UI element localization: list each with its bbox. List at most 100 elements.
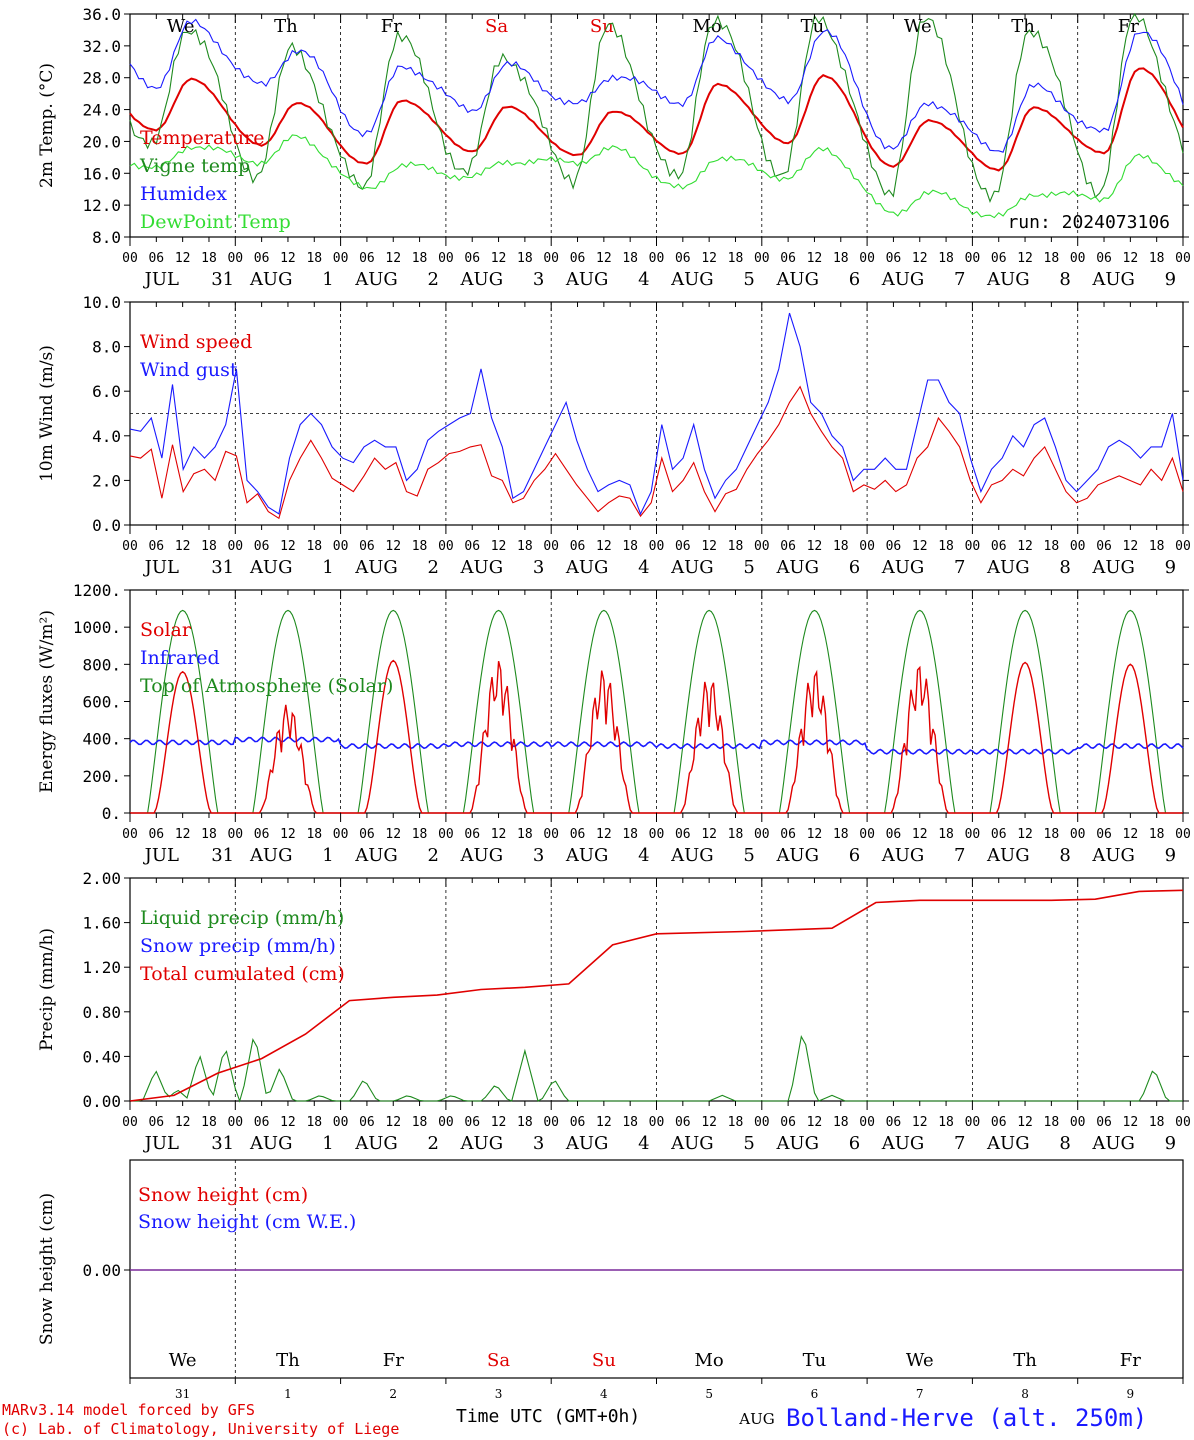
hour-tick-label: 00 bbox=[333, 827, 349, 842]
hour-tick-label: 12 bbox=[701, 827, 717, 842]
date-label-month: AUG bbox=[565, 845, 609, 866]
legend-humidex: Humidex bbox=[140, 183, 227, 205]
hour-tick-label: 12 bbox=[280, 251, 296, 266]
hour-tick-label: 06 bbox=[1096, 539, 1112, 554]
date-label-month: AUG bbox=[775, 269, 819, 290]
hour-tick-label: 00 bbox=[649, 1115, 665, 1130]
legend-vigne-temp: Vigne temp bbox=[139, 155, 250, 177]
legend-snow-precip-mm-h-: Snow precip (mm/h) bbox=[140, 935, 336, 957]
y-tick-label: 12.0 bbox=[82, 196, 121, 215]
series-wind-gust bbox=[129, 312, 1184, 516]
date-label-month: JUL bbox=[143, 557, 179, 578]
date-label-day: 3 bbox=[533, 269, 544, 290]
hour-tick-label: 12 bbox=[596, 251, 612, 266]
date-label-day: 31 bbox=[211, 269, 234, 290]
date-label-month: AUG bbox=[670, 557, 714, 578]
hour-tick-label: 18 bbox=[306, 1115, 322, 1130]
date-label-day: 3 bbox=[533, 1133, 544, 1154]
date-label-month: AUG bbox=[1091, 557, 1135, 578]
date-label-day: 6 bbox=[849, 557, 860, 578]
hour-tick-label: 00 bbox=[543, 1115, 559, 1130]
hour-tick-label: 12 bbox=[596, 1115, 612, 1130]
hour-tick-label: 12 bbox=[1017, 1115, 1033, 1130]
hour-tick-label: 12 bbox=[1123, 1115, 1139, 1130]
hour-tick-label: 18 bbox=[517, 1115, 533, 1130]
day-number-label: 1 bbox=[284, 1387, 292, 1401]
day-number-label: 31 bbox=[175, 1387, 190, 1401]
hour-tick-label: 12 bbox=[807, 539, 823, 554]
series-dewpoint-temp bbox=[129, 134, 1184, 219]
hour-tick-label: 12 bbox=[385, 1115, 401, 1130]
series-vigne-temp bbox=[129, 12, 1184, 203]
legend-snow-height-cm-w-e-: Snow height (cm W.E.) bbox=[138, 1211, 356, 1233]
hour-tick-label: 18 bbox=[201, 1115, 217, 1130]
hour-tick-label: 06 bbox=[254, 251, 270, 266]
date-label-month: AUG bbox=[249, 1133, 293, 1154]
y-tick-label: 28.0 bbox=[82, 69, 121, 88]
hour-tick-label: 00 bbox=[438, 251, 454, 266]
date-label-day: 9 bbox=[1165, 269, 1176, 290]
legend-snow-height-cm-: Snow height (cm) bbox=[138, 1184, 308, 1206]
hour-tick-label: 00 bbox=[965, 827, 981, 842]
hour-tick-label: 12 bbox=[385, 539, 401, 554]
hour-tick-label: 06 bbox=[675, 539, 691, 554]
hour-tick-label: 12 bbox=[1017, 539, 1033, 554]
date-label-month: AUG bbox=[565, 269, 609, 290]
date-label-day: 7 bbox=[954, 557, 965, 578]
hour-tick-label: 06 bbox=[359, 1115, 375, 1130]
weekday-label: Su bbox=[590, 16, 614, 37]
hour-tick-label: 18 bbox=[833, 827, 849, 842]
hour-tick-label: 00 bbox=[859, 251, 875, 266]
hour-tick-label: 06 bbox=[780, 1115, 796, 1130]
hour-tick-label: 12 bbox=[175, 539, 191, 554]
date-label-day: 4 bbox=[638, 269, 649, 290]
hour-tick-label: 00 bbox=[1070, 1115, 1086, 1130]
date-label-day: 8 bbox=[1059, 1133, 1070, 1154]
date-label-day: 31 bbox=[211, 845, 234, 866]
legend-top-of-atmosphere-solar-: Top of Atmosphere (Solar) bbox=[140, 675, 393, 697]
run-label: run: 2024073106 bbox=[1007, 212, 1170, 233]
date-label-day: 5 bbox=[743, 845, 754, 866]
hour-tick-label: 00 bbox=[543, 827, 559, 842]
legend-wind-speed: Wind speed bbox=[140, 331, 252, 353]
date-label-month: AUG bbox=[1091, 269, 1135, 290]
hour-tick-label: 12 bbox=[1123, 539, 1139, 554]
hour-tick-label: 06 bbox=[780, 827, 796, 842]
hour-tick-label: 00 bbox=[1070, 827, 1086, 842]
hour-tick-label: 18 bbox=[938, 827, 954, 842]
legend-temperature: Temperature bbox=[140, 127, 264, 149]
date-label-month: AUG bbox=[881, 1133, 925, 1154]
legend-total-cumulated-cm-: Total cumulated (cm) bbox=[140, 963, 345, 985]
time-axis-label: Time UTC (GMT+0h) bbox=[456, 1406, 641, 1427]
hour-tick-label: 12 bbox=[385, 251, 401, 266]
weekday-label: Th bbox=[1013, 1350, 1037, 1371]
hour-tick-label: 12 bbox=[912, 539, 928, 554]
day-number-label: 8 bbox=[1021, 1387, 1029, 1401]
weekday-label: Fr bbox=[383, 1350, 404, 1371]
hour-tick-label: 06 bbox=[254, 1115, 270, 1130]
weekday-label: Tu bbox=[803, 1350, 827, 1371]
date-label-day: 31 bbox=[211, 557, 234, 578]
hour-tick-label: 00 bbox=[1175, 251, 1191, 266]
hour-tick-label: 12 bbox=[701, 1115, 717, 1130]
y-tick-label: 1.60 bbox=[82, 914, 121, 933]
weekday-label: We bbox=[169, 1350, 197, 1371]
hour-tick-label: 12 bbox=[596, 539, 612, 554]
day-number-label: 6 bbox=[811, 1387, 819, 1401]
weekday-label: Fr bbox=[381, 16, 402, 37]
hour-tick-label: 06 bbox=[675, 827, 691, 842]
hour-tick-label: 18 bbox=[1149, 539, 1165, 554]
hour-tick-label: 06 bbox=[464, 539, 480, 554]
hour-tick-label: 00 bbox=[1175, 539, 1191, 554]
hour-tick-label: 06 bbox=[464, 251, 480, 266]
hour-tick-label: 12 bbox=[912, 1115, 928, 1130]
hour-tick-label: 18 bbox=[1044, 1115, 1060, 1130]
date-label-day: 1 bbox=[322, 845, 333, 866]
hour-tick-label: 00 bbox=[649, 539, 665, 554]
date-label-month: JUL bbox=[143, 1133, 179, 1154]
date-label-month: AUG bbox=[986, 845, 1030, 866]
hour-tick-label: 18 bbox=[1149, 827, 1165, 842]
hour-tick-label: 12 bbox=[912, 251, 928, 266]
y-tick-label: 16.0 bbox=[82, 164, 121, 183]
hour-tick-label: 18 bbox=[517, 539, 533, 554]
